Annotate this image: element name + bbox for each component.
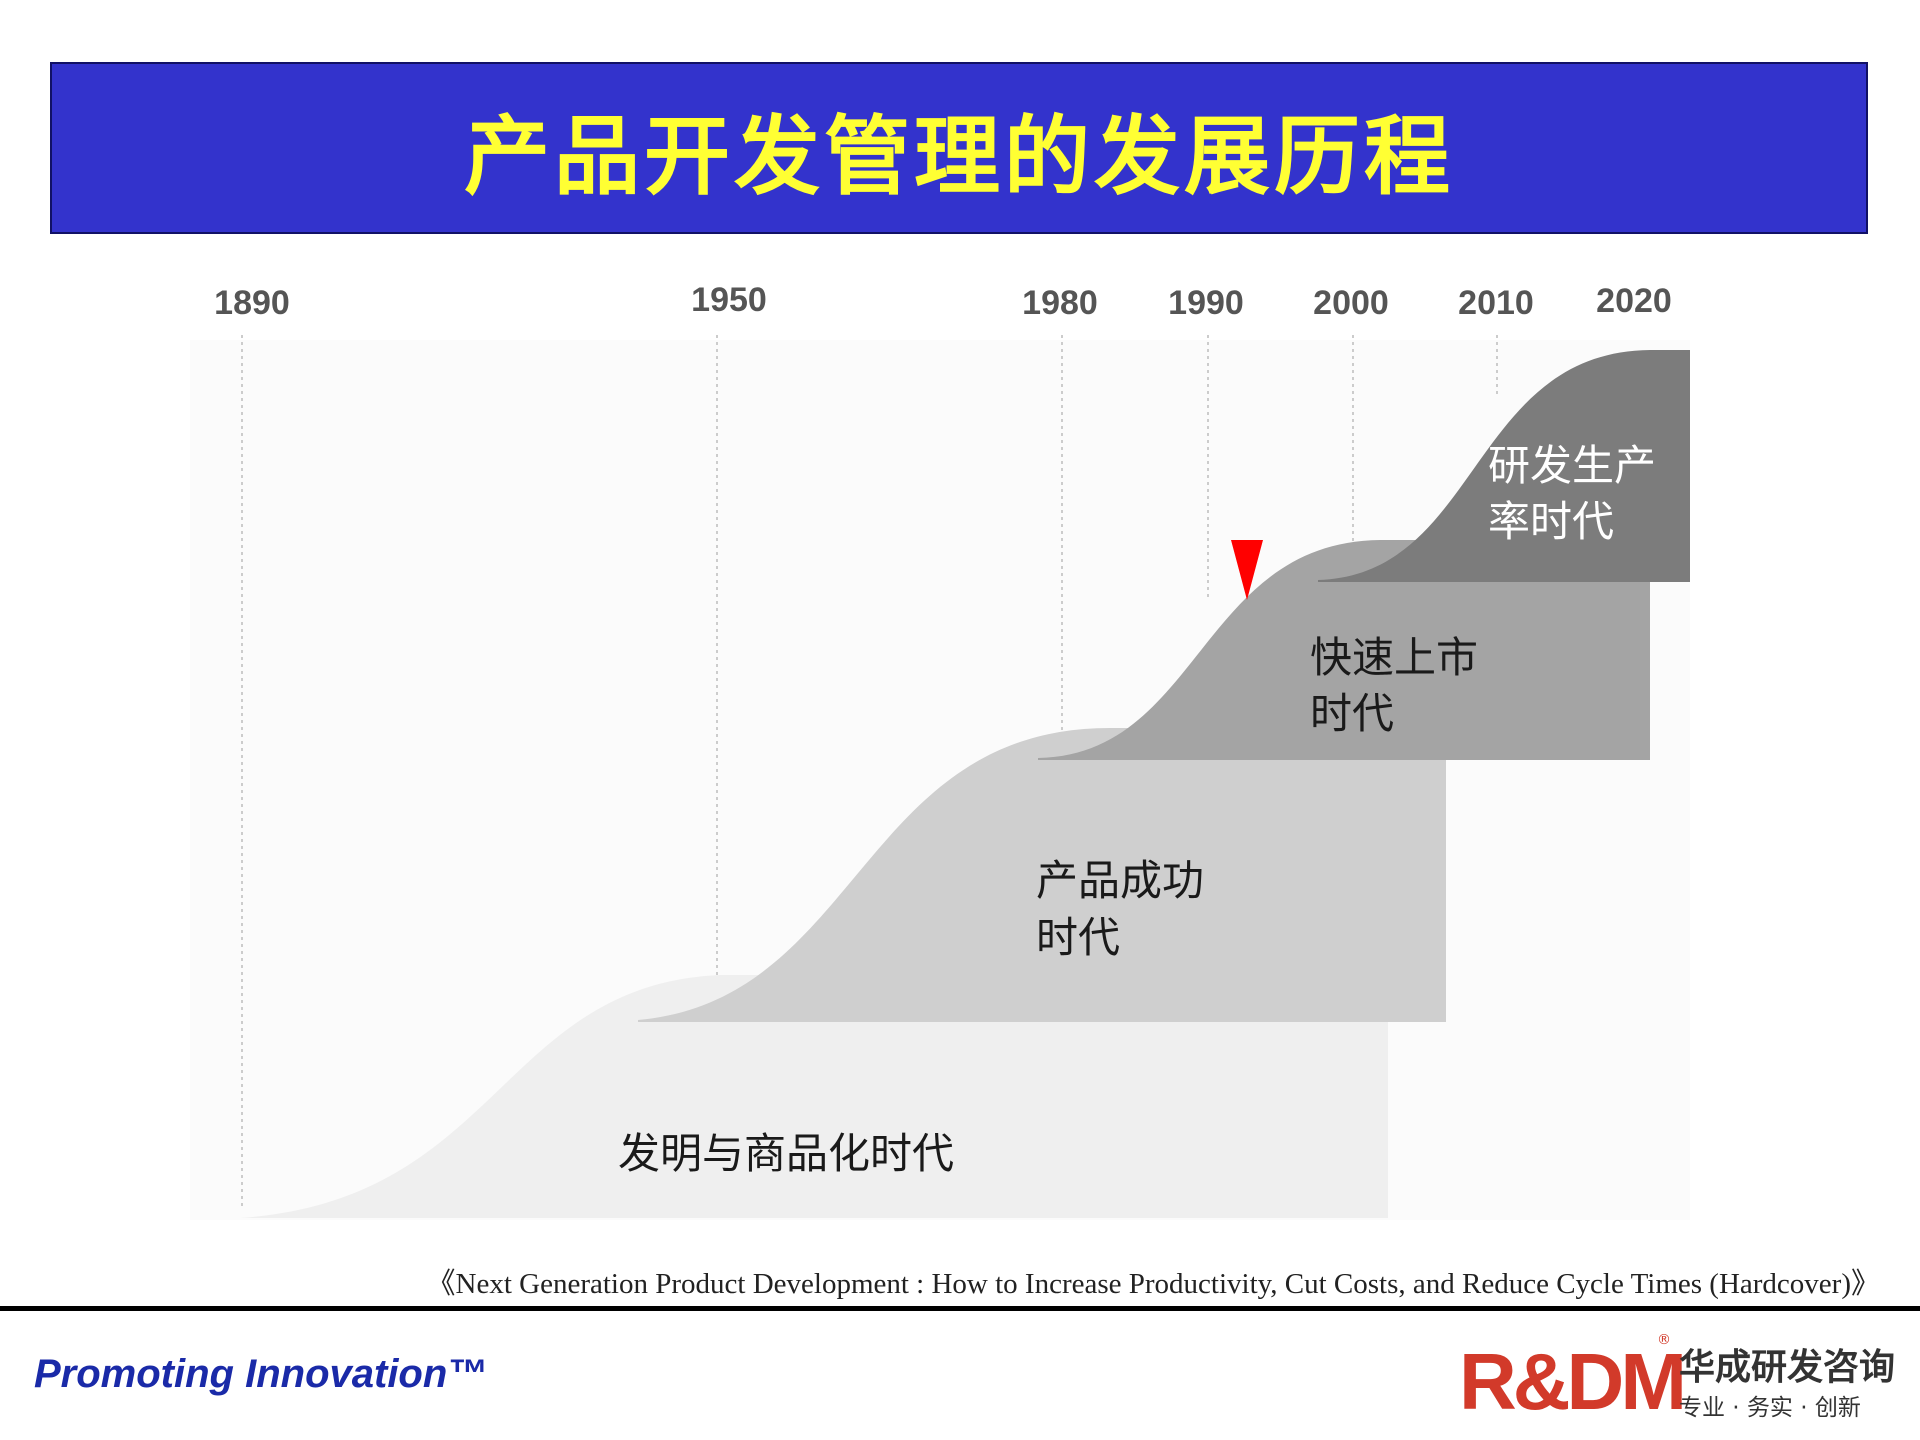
year-label-1890: 1890 [214, 284, 290, 322]
logo-mark: R&DM [1459, 1337, 1687, 1426]
red-triangle-marker [1231, 540, 1263, 600]
year-label-1990: 1990 [1168, 284, 1244, 322]
company-logo: R&DM ® 华成研发咨询 专业 · 务实 · 创新 [1455, 1332, 1905, 1432]
year-gridlines [241, 335, 1498, 1210]
era-label-invention: 发明与商品化时代 [618, 1129, 954, 1178]
era-label-rd-productivity-line2: 率时代 [1488, 497, 1614, 546]
footer-tagline: Promoting Innovation™ [34, 1352, 488, 1396]
year-label-2020: 2020 [1596, 282, 1672, 320]
footer-divider [0, 1306, 1920, 1311]
company-name: 华成研发咨询 [1679, 1347, 1896, 1388]
year-label-1980: 1980 [1022, 284, 1098, 322]
year-label-2010: 2010 [1458, 284, 1534, 322]
era-rd-productivity [1318, 350, 1690, 582]
era-label-product-success-line2: 时代 [1036, 913, 1120, 962]
source-citation: 《Next Generation Product Development : H… [426, 1268, 1880, 1300]
registered-mark: ® [1657, 1332, 1671, 1348]
era-time-to-market [1038, 540, 1650, 760]
title-banner: 产品开发管理的发展历程 [50, 62, 1868, 234]
year-label-2000: 2000 [1313, 284, 1389, 322]
era-product-success [638, 728, 1446, 1022]
era-label-rd-productivity-line1: 研发生产 [1488, 441, 1656, 490]
year-label-1950: 1950 [691, 281, 767, 319]
era-label-time-to-market-line1: 快速上市 [1310, 633, 1478, 682]
era-invention-commercialization [240, 975, 1388, 1218]
year-labels: 1890 1950 1980 1990 2000 2010 2020 [214, 281, 1672, 322]
era-label-time-to-market-line2: 时代 [1310, 689, 1394, 738]
era-label-product-success-line1: 产品成功 [1036, 856, 1204, 905]
slide-title: 产品开发管理的发展历程 [464, 105, 1454, 207]
company-slogan: 专业 · 务实 · 创新 [1679, 1395, 1861, 1421]
